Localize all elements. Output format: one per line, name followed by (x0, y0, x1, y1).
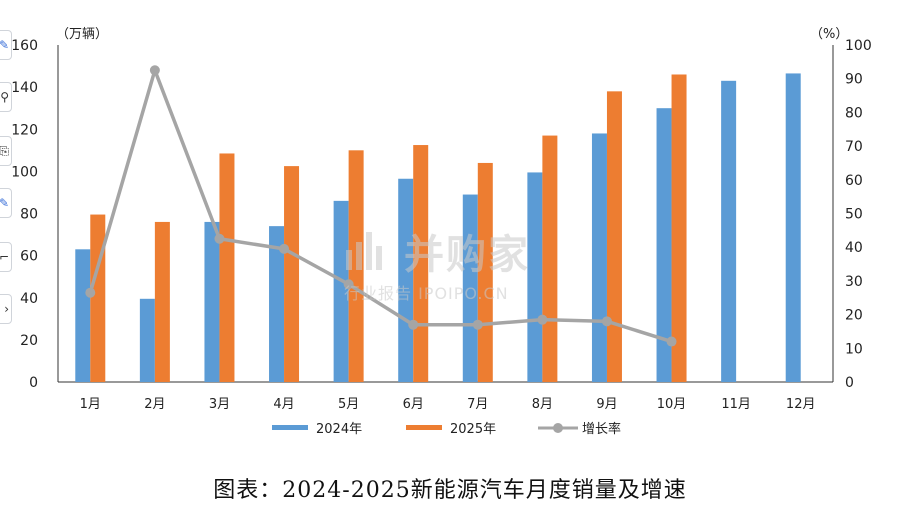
line-point (343, 279, 354, 290)
y-left-tick-label: 140 (11, 80, 38, 96)
y-left-unit: （万辆） (56, 27, 108, 42)
y-right-tick-label: 0 (845, 375, 854, 391)
bar (785, 73, 801, 382)
axes: 0 20 40 60 80 100 120 140 160 0 10 20 30 40 50 60 70 80 90… (11, 27, 871, 412)
bar (591, 133, 607, 382)
growth-line (85, 65, 677, 347)
bar (398, 178, 414, 382)
bar (462, 194, 478, 382)
line-point (408, 319, 419, 330)
y-left-tick-label: 20 (20, 333, 38, 349)
x-tick-label: 12月 (786, 397, 816, 412)
x-tick-label: 11月 (721, 397, 751, 412)
legend: 2024年 2025年 增长率 (272, 421, 621, 437)
bar (284, 166, 300, 382)
y-right-tick-label: 80 (845, 105, 863, 121)
bar (333, 200, 349, 382)
bar (656, 108, 672, 382)
y-left-tick-label: 0 (29, 375, 38, 391)
bar (477, 162, 493, 382)
y-right-unit: （%） (810, 27, 848, 42)
bar (606, 91, 622, 383)
line-point (279, 243, 290, 254)
bar (542, 135, 558, 382)
legend-item: 增长率 (538, 421, 621, 437)
bar (154, 221, 170, 382)
bar (671, 74, 687, 383)
y-right-tick-label: 90 (845, 72, 863, 88)
legend-swatch (272, 425, 308, 430)
y-left-tick-label: 100 (11, 164, 38, 180)
y-right-tick-label: 100 (845, 38, 872, 54)
x-tick-label: 7月 (467, 397, 488, 412)
pen-icon[interactable]: ✎ (0, 188, 12, 218)
line-point (149, 65, 160, 76)
x-tick-label: 3月 (209, 397, 230, 412)
x-tick-label: 9月 (596, 397, 617, 412)
y-left-tick-label: 60 (20, 249, 38, 265)
bar (139, 298, 155, 382)
y-left-tick-label: 160 (11, 38, 38, 54)
search-icon[interactable]: ⚲ (0, 82, 12, 112)
chart-caption: 图表：2024-2025新能源汽车月度销量及增速 (213, 478, 687, 503)
bar (413, 145, 429, 382)
bars (75, 73, 801, 383)
y-right-tick-label: 60 (845, 173, 863, 189)
x-tick-label: 6月 (403, 397, 424, 412)
x-tick-label: 4月 (273, 397, 294, 412)
y-right-tick-label: 70 (845, 139, 863, 155)
y-right-tick-label: 50 (845, 207, 863, 223)
line-point (85, 287, 96, 298)
x-tick-label: 5月 (338, 397, 359, 412)
y-right-tick-label: 20 (845, 308, 863, 324)
line-point (666, 336, 677, 347)
x-tick-label: 10月 (657, 397, 687, 412)
y-left-tick-label: 80 (20, 207, 38, 223)
legend-marker (553, 423, 563, 433)
y-right-tick-label: 30 (845, 274, 863, 290)
growth-line-path (88, 68, 673, 344)
y-left-tick-label: 120 (11, 122, 38, 138)
legend-label: 2025年 (450, 422, 496, 437)
bar (75, 249, 91, 382)
more-icon[interactable]: › (0, 294, 12, 324)
bar (204, 221, 220, 382)
legend-label: 2024年 (316, 422, 362, 437)
legend-item: 2025年 (406, 422, 496, 437)
share-icon[interactable]: ⎘ (0, 136, 12, 166)
line-point (537, 314, 548, 325)
line-point (214, 233, 225, 244)
legend-item: 2024年 (272, 422, 362, 437)
bar (269, 226, 285, 382)
x-tick-label: 1月 (80, 397, 101, 412)
bar (721, 80, 737, 383)
legend-swatch (406, 425, 442, 430)
bar (527, 172, 543, 382)
line-point (601, 316, 612, 327)
x-tick-label: 2月 (144, 397, 165, 412)
bar (90, 214, 106, 382)
y-right-tick-label: 10 (845, 341, 863, 357)
x-tick-label: 8月 (532, 397, 553, 412)
edit-icon[interactable]: ✎ (0, 30, 12, 60)
y-left-tick-label: 40 (20, 291, 38, 307)
line-point (472, 319, 483, 330)
legend-label: 增长率 (582, 421, 621, 437)
bar (219, 153, 235, 382)
y-right-tick-label: 40 (845, 240, 863, 256)
chart-svg: 0 20 40 60 80 100 120 140 160 0 10 20 30 40 50 60 70 80 90… (11, 27, 871, 437)
bar (348, 150, 364, 382)
crop-icon[interactable]: ⌐ (0, 242, 12, 272)
